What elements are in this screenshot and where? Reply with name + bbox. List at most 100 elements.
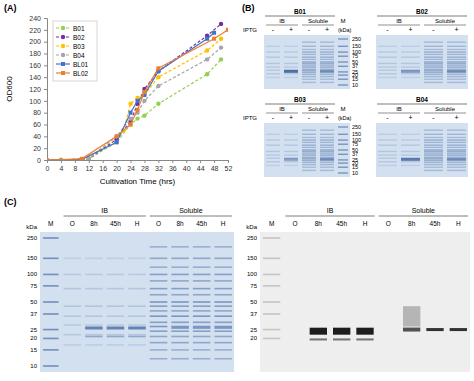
x-tick-label: 48 [211, 165, 219, 172]
y-tick-mark [44, 42, 47, 43]
gel-band [302, 147, 316, 148]
ladder-band [263, 338, 280, 340]
gel-band [107, 258, 125, 260]
gel-band [107, 274, 125, 276]
gel-band [284, 144, 298, 145]
y-tick-mark [44, 18, 47, 19]
lane-label: + [289, 114, 293, 121]
ladder-label: 20 [250, 335, 257, 341]
gel-band [401, 158, 420, 161]
x-tick-label: 16 [99, 165, 107, 172]
panel-c: (C)kDaM25015010075503725201510IBO8h45hHS… [4, 197, 470, 372]
series-marker [47, 158, 49, 160]
y-tick: 20 [33, 145, 47, 152]
y-tick-label: 80 [33, 109, 41, 116]
gel-band [266, 73, 280, 74]
gel-band [266, 158, 280, 159]
gel-band [378, 154, 397, 155]
lane-label: 45h [430, 220, 441, 227]
gel-band [214, 246, 232, 248]
x-tick-mark [172, 160, 173, 163]
series-line [47, 48, 221, 160]
gel-band [320, 79, 334, 80]
gel-band [214, 280, 232, 282]
gel-band [193, 358, 211, 360]
ladder-label: 25 [250, 327, 257, 333]
series-marker [219, 57, 223, 61]
gel-band [401, 154, 420, 155]
group-rule [285, 216, 374, 217]
ladder-band [338, 154, 348, 155]
gel-band [424, 70, 443, 71]
gel-band [447, 79, 466, 80]
gel-image [264, 35, 350, 89]
blot-smear [403, 306, 420, 326]
gel-band [302, 69, 316, 70]
group-label: Soluble [435, 18, 456, 24]
iptg-label: IPTG [243, 27, 257, 33]
gel-band [447, 158, 466, 159]
gel-band [424, 63, 443, 64]
gel-band [107, 324, 125, 326]
gel-band [302, 59, 316, 60]
blot-image [260, 232, 470, 372]
gel-band [266, 46, 280, 47]
ladder-band [263, 301, 280, 303]
lane-label: - [432, 26, 435, 33]
gel-band [320, 154, 334, 155]
gel-band [320, 167, 334, 168]
legend-label: B03 [73, 43, 85, 50]
gel-band [171, 266, 189, 268]
ladder-band [338, 172, 348, 173]
series-marker [129, 111, 133, 115]
gel-band [193, 342, 211, 344]
ladder-band [43, 285, 59, 287]
lane-label: 45h [110, 220, 121, 227]
ladder-band [43, 365, 59, 367]
ladder-band [338, 56, 348, 57]
gel-band [424, 72, 443, 73]
ladder-label: 50 [250, 299, 257, 305]
gel-band [266, 139, 280, 140]
y-tick: 200 [29, 38, 47, 45]
ladder-label: 250 [247, 235, 258, 241]
gel-band [378, 158, 397, 159]
x-tick-label: 12 [85, 165, 93, 172]
gel-band [64, 305, 82, 307]
x-tick: 32 [155, 160, 163, 172]
gel-name: B04 [416, 96, 428, 103]
x-axis-title: Cultivation Time (hrs) [100, 177, 176, 186]
gel-band [302, 46, 316, 47]
x-tick: 28 [141, 160, 149, 172]
series-marker [205, 37, 209, 41]
ladder-band [43, 237, 59, 239]
legend-marker [61, 62, 65, 66]
gel-band [302, 162, 316, 163]
gel-band [171, 327, 189, 329]
series-marker [212, 31, 216, 35]
marker-lane-label: M [341, 18, 346, 24]
gel-band [302, 129, 316, 130]
gel-band [302, 154, 316, 155]
gel-band [128, 336, 146, 338]
blot-band [426, 328, 443, 331]
gel-band [447, 164, 466, 165]
gel-band [214, 258, 232, 260]
x-tick: 12 [85, 160, 93, 172]
lane-label: - [432, 114, 435, 121]
ladder-band [338, 139, 348, 140]
gel-band [284, 63, 298, 64]
legend-box [53, 21, 97, 81]
plot-area [47, 22, 228, 160]
gel-band [447, 152, 466, 153]
gel-band [320, 70, 334, 72]
lane-label: + [325, 114, 329, 121]
ladder-band [43, 274, 59, 276]
x-tick-mark [103, 160, 104, 163]
gel-band [266, 51, 280, 52]
ladder-band [338, 66, 348, 67]
series-line [47, 59, 221, 160]
gel-band [302, 170, 316, 171]
gel-band [320, 147, 334, 148]
ladder-band [338, 46, 348, 47]
